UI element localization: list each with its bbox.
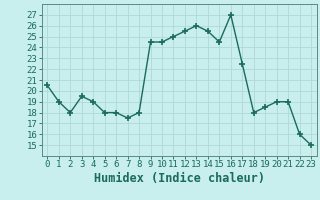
X-axis label: Humidex (Indice chaleur): Humidex (Indice chaleur) [94,172,265,185]
